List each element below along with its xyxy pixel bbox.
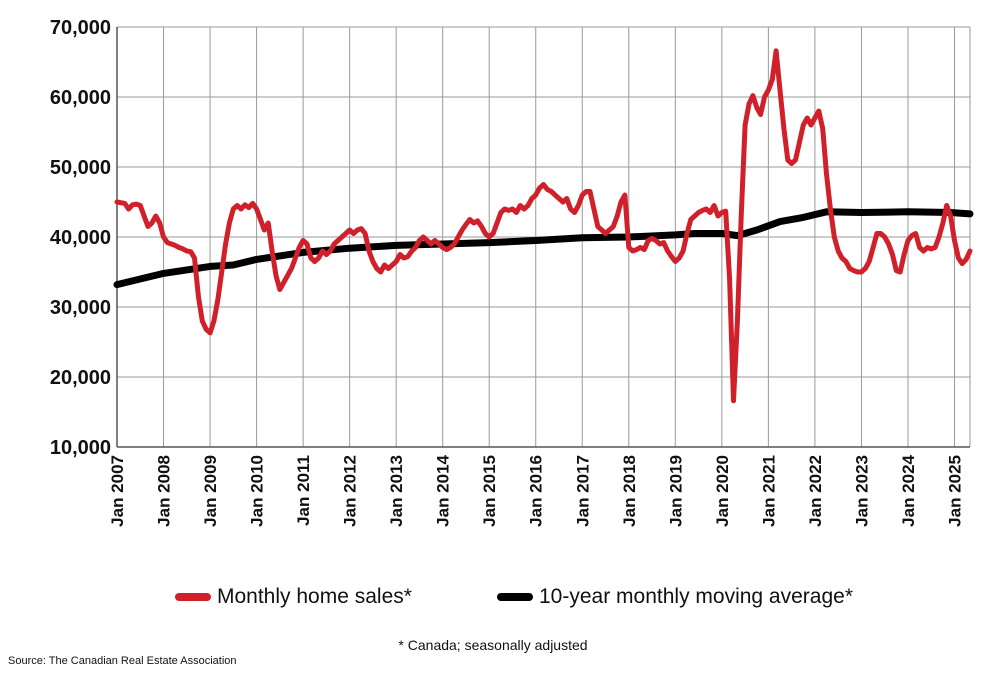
x-tick-label: Jan 2009 — [201, 455, 220, 527]
y-tick-label: 60,000 — [50, 87, 111, 109]
x-tick-label: Jan 2008 — [155, 455, 174, 527]
legend-item-moving-average: 10-year monthly moving average* — [497, 585, 853, 609]
legend: Monthly home sales* 10-year monthly movi… — [0, 585, 986, 621]
legend-swatch-black — [497, 593, 533, 601]
x-tick-label: Jan 2020 — [713, 455, 732, 527]
x-tick-label: Jan 2012 — [341, 455, 360, 527]
series-line-monthly-sales — [114, 48, 973, 404]
x-tick-label: Jan 2017 — [573, 455, 592, 527]
y-tick-label: 40,000 — [50, 227, 111, 249]
x-tick-label: Jan 2013 — [387, 455, 406, 527]
y-axis: 10,000 20,000 30,000 40,000 50,000 60,000 70,0… — [50, 17, 111, 459]
x-tick-label: Jan 2018 — [620, 455, 639, 527]
x-tick-label: Jan 2011 — [294, 455, 313, 526]
x-tick-label: Jan 2024 — [899, 454, 918, 526]
x-tick-label: Jan 2016 — [527, 455, 546, 527]
x-axis: Jan 2007 Jan 2008 Jan 2009 Jan 2010 Jan 2011… — [108, 454, 964, 526]
x-tick-label: Jan 2015 — [480, 455, 499, 527]
legend-label: Monthly home sales* — [217, 585, 412, 608]
series-line-moving-average — [113, 208, 974, 289]
legend-swatch-red — [175, 593, 211, 601]
x-tick-label: Jan 2010 — [248, 455, 267, 527]
legend-item-monthly-sales: Monthly home sales* — [175, 585, 412, 609]
y-tick-label: 30,000 — [50, 297, 111, 319]
y-tick-label: 50,000 — [50, 157, 111, 179]
footnote: * Canada; seasonally adjusted — [398, 637, 588, 653]
x-tick-label: Jan 2019 — [666, 455, 685, 527]
line-chart: 10,000 20,000 30,000 40,000 50,000 60,000 70,0… — [50, 17, 974, 527]
source-credit: Source: The Canadian Real Estate Associa… — [8, 655, 237, 667]
x-tick-label: Jan 2014 — [434, 454, 453, 526]
x-tick-label: Jan 2025 — [945, 455, 964, 527]
y-tick-label: 20,000 — [50, 367, 111, 389]
x-tick-label: Jan 2022 — [806, 455, 825, 527]
series-lines — [113, 48, 974, 404]
y-tick-label: 10,000 — [50, 437, 111, 459]
x-tick-label: Jan 2007 — [108, 455, 127, 527]
x-tick-label: Jan 2023 — [852, 455, 871, 527]
y-tick-label: 70,000 — [50, 17, 111, 39]
x-tick-label: Jan 2021 — [759, 455, 778, 527]
legend-label: 10-year monthly moving average* — [539, 585, 853, 608]
